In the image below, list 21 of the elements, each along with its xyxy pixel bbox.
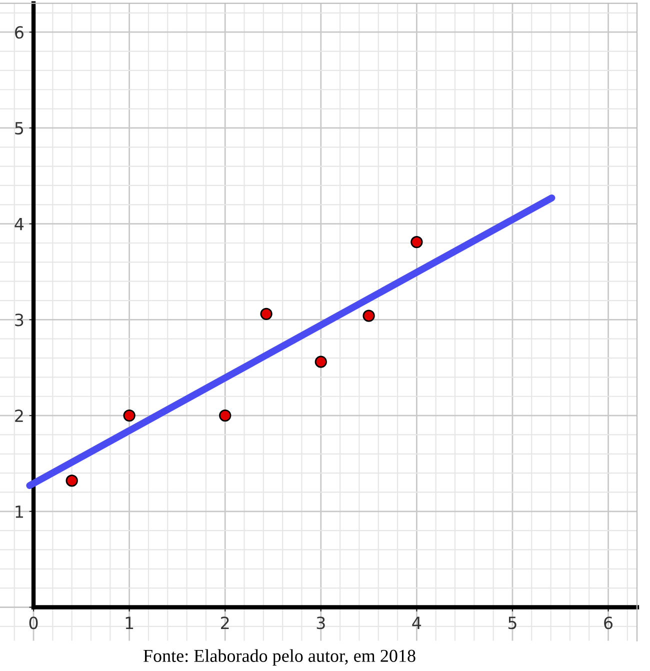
x-tick-label: 0 (29, 616, 38, 630)
point (410, 236, 423, 248)
y-tick-label: 5 (15, 122, 24, 135)
x-tick-label: 5 (508, 616, 516, 630)
y-tick-label: 1 (16, 506, 23, 518)
point (219, 409, 232, 422)
x-tick-label: 1 (126, 616, 134, 629)
y-tick-label: 2 (15, 410, 23, 422)
y-tick-label: 3 (15, 314, 24, 326)
y-tick-label: 6 (15, 26, 24, 39)
source-note: Fonte: Elaborado pelo autor, em 2018 (143, 649, 416, 666)
x-tick-label: 3 (316, 616, 325, 630)
point (314, 356, 327, 368)
x-tick-label: 6 (604, 616, 613, 630)
point (260, 308, 272, 320)
x-tick-label: 2 (221, 616, 229, 629)
y-tick-label: 4 (14, 218, 24, 230)
point (66, 474, 78, 487)
point (362, 310, 375, 322)
point (123, 409, 136, 422)
x-tick-label: 4 (412, 616, 422, 629)
